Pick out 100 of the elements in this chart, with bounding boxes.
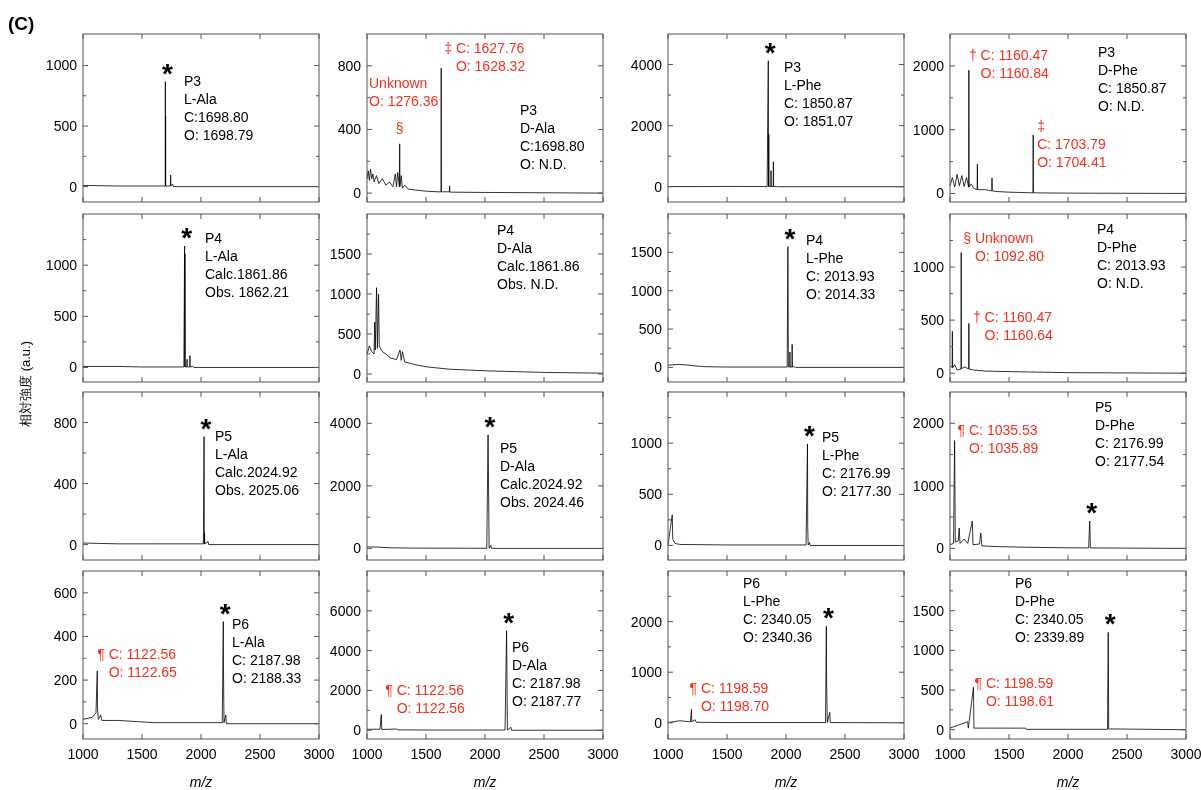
y-tick-label: 500	[920, 682, 945, 699]
x-tick-label: 3000	[888, 746, 920, 762]
y-tick-label: 0	[936, 721, 945, 738]
annotation: P3 L-Ala C:1698.80 O: 1698.79	[184, 73, 254, 143]
annotation: ¶ C: 1198.59 O: 1198.70	[689, 680, 770, 715]
y-tick-label: 4000	[329, 642, 362, 659]
y-tick-label: 1500	[912, 602, 945, 619]
annotation: P4 L-Ala Calc.1861.86 Obs. 1862.21	[205, 230, 290, 300]
y-tick-label: 1000	[630, 435, 663, 452]
y-tick-label: 0	[353, 722, 362, 739]
annotation: *	[1086, 497, 1098, 529]
x-axis-title: m/z	[473, 774, 497, 790]
y-tick-label: 0	[69, 715, 78, 732]
y-tick-label: 2000	[912, 57, 945, 74]
annotation: P6 L-Ala C: 2187.98 O: 2188.33	[232, 616, 302, 686]
annotation: ¶ C: 1198.59 O: 1198.61	[974, 675, 1055, 710]
annotation: ¶ C: 1035.53 O: 1035.89	[957, 421, 1039, 456]
annotation: ‡ C: 1627.76 O: 1628.32	[444, 40, 526, 75]
x-tick-label: 3000	[303, 746, 335, 762]
y-tick-label: 0	[654, 178, 663, 195]
y-tick-label: 1000	[630, 282, 663, 299]
y-tick-label: 0	[353, 366, 362, 382]
y-tick-label: 0	[936, 540, 945, 557]
y-tick-label: 800	[337, 57, 362, 74]
y-tick-label: 2000	[912, 415, 945, 432]
annotation: *	[484, 410, 496, 442]
x-tick-label: 2500	[528, 746, 560, 762]
y-tick-label: 2000	[630, 613, 663, 630]
y-tick-label: 0	[69, 359, 78, 376]
annotation: *	[161, 57, 173, 89]
y-tick-label: 1000	[912, 259, 945, 276]
y-tick-label: 1500	[630, 244, 663, 261]
x-tick-label: 2000	[770, 746, 802, 762]
annotation: ‡ C: 1703.79 O: 1704.41	[1037, 118, 1107, 171]
annotation: P5 L-Phe C: 2176.99 O: 2177.30	[822, 429, 892, 499]
annotation: *	[804, 419, 816, 451]
y-tick-label: 500	[920, 312, 945, 329]
y-tick-label: 500	[53, 118, 78, 135]
annotation: P6 D-Ala C: 2187.98 O: 2187.77	[512, 639, 582, 709]
y-tick-label: 600	[53, 584, 78, 601]
y-axis-title: 相対強度 (a.u.)	[18, 341, 33, 427]
annotation: *	[503, 606, 515, 638]
annotation: *	[822, 602, 834, 634]
x-axis-title: m/z	[774, 774, 798, 790]
y-tick-label: 0	[353, 540, 362, 557]
x-axis-title: m/z	[1056, 774, 1080, 790]
y-tick-label: 0	[69, 178, 78, 195]
x-tick-label: 2500	[829, 746, 861, 762]
annotation: P3 L-Phe C: 1850.87 O: 1851.07	[784, 59, 854, 129]
y-tick-label: 400	[337, 121, 362, 138]
annotation: Unknown O: 1276.36	[369, 75, 439, 109]
y-tick-label: 1000	[630, 664, 663, 681]
x-tick-label: 1500	[711, 746, 743, 762]
x-tick-label: 2000	[1052, 746, 1084, 762]
annotation: *	[1104, 608, 1116, 640]
y-tick-label: 0	[936, 185, 945, 202]
annotation: *	[784, 222, 796, 254]
annotation: *	[219, 597, 231, 629]
annotation: ¶ C: 1122.56 O: 1122.56	[385, 681, 466, 716]
y-tick-label: 1000	[45, 57, 78, 74]
x-tick-label: 2500	[244, 746, 276, 762]
annotation: §	[395, 119, 404, 136]
y-tick-label: 500	[638, 321, 663, 338]
x-tick-label: 2000	[469, 746, 501, 762]
y-tick-label: 1000	[45, 257, 78, 274]
x-tick-label: 1500	[993, 746, 1025, 762]
annotation: P4 L-Phe C: 2013.93 O: 2014.33	[806, 232, 876, 302]
annotation: P4 D-Ala Calc.1861.86 Obs. N.D.	[497, 222, 580, 292]
y-tick-label: 0	[654, 714, 663, 731]
annotation: † C: 1160.47 O: 1160.64	[972, 309, 1053, 344]
y-tick-label: 2000	[630, 117, 663, 134]
y-tick-label: 0	[654, 537, 663, 554]
annotation: † C: 1160.47 O: 1160.84	[968, 47, 1049, 82]
x-tick-label: 1500	[410, 746, 442, 762]
y-tick-label: 500	[337, 326, 362, 342]
y-tick-label: 500	[53, 308, 78, 325]
y-tick-label: 500	[638, 486, 663, 503]
y-tick-label: 800	[53, 414, 78, 431]
annotation: ¶ C: 1122.56 O: 1122.65	[97, 645, 178, 680]
chart-title: (C)	[8, 13, 35, 34]
y-tick-label: 4000	[630, 56, 663, 73]
annotation: P3 D-Phe C: 1850.87 O: N.D.	[1098, 44, 1167, 114]
y-tick-label: 1000	[912, 121, 945, 138]
annotation: P6 D-Phe C: 2340.05 O: 2339.89	[1015, 575, 1085, 645]
annotation: *	[181, 222, 193, 254]
annotation: *	[200, 412, 212, 444]
annotation: § Unknown O: 1092.80	[963, 229, 1045, 264]
y-tick-label: 1000	[912, 477, 945, 494]
y-tick-label: 400	[53, 475, 78, 492]
y-tick-label: 400	[53, 628, 78, 645]
x-tick-label: 3000	[587, 746, 619, 762]
y-tick-label: 200	[53, 672, 78, 689]
y-tick-label: 0	[69, 536, 78, 553]
annotation: P6 L-Phe C: 2340.05 O: 2340.36	[743, 575, 813, 645]
x-tick-label: 2000	[185, 746, 217, 762]
y-tick-label: 6000	[329, 602, 362, 619]
y-tick-label: 1000	[329, 286, 362, 302]
y-tick-label: 2000	[329, 682, 362, 699]
y-tick-label: 2000	[329, 477, 362, 494]
x-tick-label: 2500	[1111, 746, 1143, 762]
